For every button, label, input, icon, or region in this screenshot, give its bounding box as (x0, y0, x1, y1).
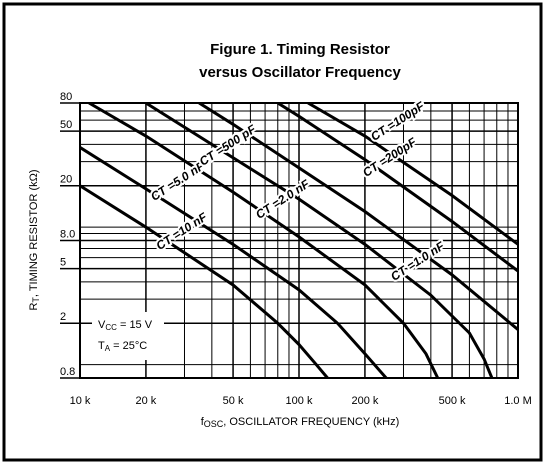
x-tick-label: 200 k (351, 395, 378, 407)
y-tick-label: 5 (60, 256, 66, 268)
series-line (145, 103, 494, 378)
series-line (88, 103, 440, 378)
y-tick-label: 2 (60, 311, 66, 323)
series-line (80, 184, 329, 378)
x-tick-label: 1.0 M (504, 395, 532, 407)
y-tick-label: 20 (60, 174, 72, 186)
series-line (276, 103, 518, 273)
y-tick-label: 8.0 (60, 228, 75, 240)
annotation: VCC = 15 V (98, 319, 153, 332)
y-tick-label: 50 (60, 119, 72, 131)
y-tick-label: 0.8 (60, 366, 75, 378)
x-tick-label: 20 k (136, 395, 157, 407)
x-axis-label: fOSC, OSCILLATOR FREQUENCY (kHz) (201, 416, 400, 429)
x-tick-label: 100 k (286, 395, 313, 407)
chart-title: versus Oscillator Frequency (199, 64, 401, 81)
y-tick-label: 80 (60, 91, 72, 103)
x-tick-label: 500 k (439, 395, 466, 407)
series-line (80, 146, 388, 378)
annotation: TA = 25°C (98, 340, 147, 353)
series-line (307, 103, 518, 246)
series-line (198, 103, 518, 331)
x-tick-label: 10 k (70, 395, 91, 407)
chart-title: Figure 1. Timing Resistor (210, 41, 390, 58)
x-tick-label: 50 k (223, 395, 244, 407)
annotation-box (92, 312, 164, 360)
y-axis-label: RT, TIMING RESISTOR (kΩ) (28, 169, 41, 310)
